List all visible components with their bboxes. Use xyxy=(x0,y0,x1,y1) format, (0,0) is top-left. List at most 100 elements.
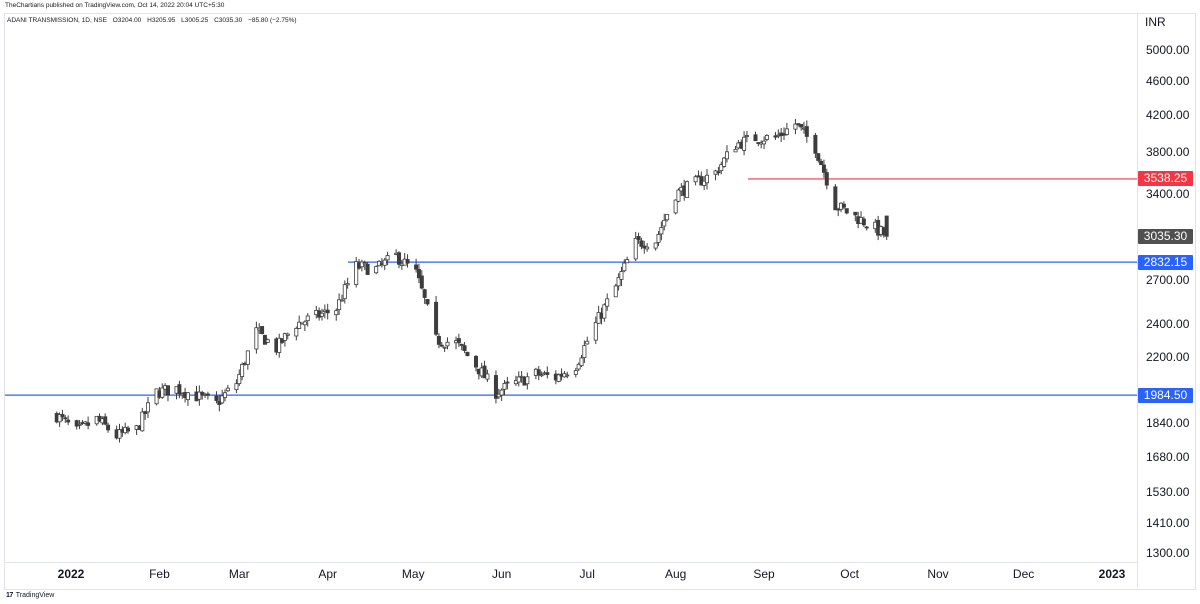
candle-up xyxy=(254,327,259,350)
candle-down xyxy=(799,123,804,128)
price-badge: 3035.30 xyxy=(1138,228,1193,244)
candle-up xyxy=(665,214,670,221)
candle-up xyxy=(633,238,638,260)
ohlc-low: L3005.25 xyxy=(181,17,209,24)
candle-up xyxy=(556,374,561,382)
candle-down xyxy=(434,301,439,335)
candle-down xyxy=(74,420,79,427)
price-tick: 3800.00 xyxy=(1146,145,1190,160)
price-tick: 1680.00 xyxy=(1146,450,1190,465)
price-tick: 1840.00 xyxy=(1146,416,1190,431)
candle-down xyxy=(884,215,889,237)
candle-up xyxy=(659,227,664,235)
candle-up xyxy=(57,414,62,423)
candle-up xyxy=(676,189,681,202)
candle-up xyxy=(234,383,239,391)
price-tick: 3400.00 xyxy=(1146,186,1190,201)
candle-up xyxy=(576,363,581,370)
candle-up xyxy=(656,234,661,243)
candle-up xyxy=(342,284,347,300)
candle-down xyxy=(462,345,467,351)
candle-up xyxy=(297,321,302,329)
price-tick: 2400.00 xyxy=(1146,317,1190,332)
candle-down xyxy=(853,211,858,216)
candle-down xyxy=(699,176,704,186)
candle-up xyxy=(619,271,624,280)
ohlc-high: H3205.95 xyxy=(147,17,176,24)
candle-down xyxy=(465,351,470,357)
candle-up xyxy=(77,423,82,426)
candle-down xyxy=(260,326,265,334)
candle-up xyxy=(645,246,650,250)
candle-up xyxy=(339,299,344,302)
time-tick: Sep xyxy=(753,567,775,581)
price-badge: 3538.25 xyxy=(1138,171,1193,187)
price-tick: 4200.00 xyxy=(1146,107,1190,122)
time-tick: May xyxy=(401,567,425,581)
candle-up xyxy=(602,304,607,319)
tradingview-brand: TradingView xyxy=(15,592,55,599)
price-badge: 2832.15 xyxy=(1138,254,1193,270)
time-tick: Apr xyxy=(318,567,338,581)
candle-up xyxy=(565,374,570,377)
candle-up xyxy=(605,298,610,307)
candle-down xyxy=(165,385,170,396)
time-axis-divider xyxy=(4,562,1137,563)
candle-up xyxy=(294,327,299,337)
candle-up xyxy=(237,374,242,385)
candle-down xyxy=(456,338,461,344)
candle-down xyxy=(821,164,826,173)
candle-down xyxy=(63,417,68,420)
candle-down xyxy=(636,236,641,240)
candle-up xyxy=(140,411,145,432)
candle-down xyxy=(126,427,131,432)
candle-up xyxy=(525,376,530,385)
candle-up xyxy=(117,429,122,439)
candle-down xyxy=(439,344,444,347)
candle-up xyxy=(225,387,230,392)
candle-down xyxy=(143,411,148,415)
candle-up xyxy=(345,283,350,286)
candle-up xyxy=(784,128,789,135)
price-tick: 2700.00 xyxy=(1146,273,1190,287)
candle-up xyxy=(702,180,707,186)
candle-up xyxy=(722,157,727,167)
candle-down xyxy=(864,226,869,229)
candle-up xyxy=(744,135,749,137)
candle-down xyxy=(214,395,219,401)
candle-up xyxy=(374,266,379,274)
candle-down xyxy=(716,171,721,174)
candle-up xyxy=(733,148,738,153)
candle-down xyxy=(436,335,441,345)
candle-down xyxy=(639,240,644,247)
candle-up xyxy=(282,333,287,341)
candle-up xyxy=(613,285,618,298)
candle-down xyxy=(844,208,849,214)
candle-up xyxy=(724,151,729,160)
candle-up xyxy=(240,363,245,377)
time-tick: Oct xyxy=(840,567,859,581)
candle-up xyxy=(499,389,504,396)
candle-down xyxy=(416,269,421,279)
candle-up xyxy=(305,315,310,322)
candle-up xyxy=(337,299,342,310)
candle-up xyxy=(705,174,710,184)
candle-up xyxy=(625,259,630,264)
price-tick: 2200.00 xyxy=(1146,349,1190,364)
candle-up xyxy=(593,322,598,341)
price-tick: 5000.00 xyxy=(1146,42,1190,57)
candle-up xyxy=(285,333,290,336)
candle-up xyxy=(160,387,165,398)
candle-up xyxy=(319,312,324,317)
time-tick: 2022 xyxy=(57,567,85,581)
candle-down xyxy=(205,393,210,396)
candle-up xyxy=(693,176,698,183)
candle-down xyxy=(536,369,541,376)
candle-up xyxy=(764,135,769,140)
candle-down xyxy=(422,289,427,298)
candle-up xyxy=(302,321,307,326)
candle-up xyxy=(585,340,590,345)
candle-down xyxy=(833,186,838,211)
footer: 17 TradingView xyxy=(6,592,54,599)
